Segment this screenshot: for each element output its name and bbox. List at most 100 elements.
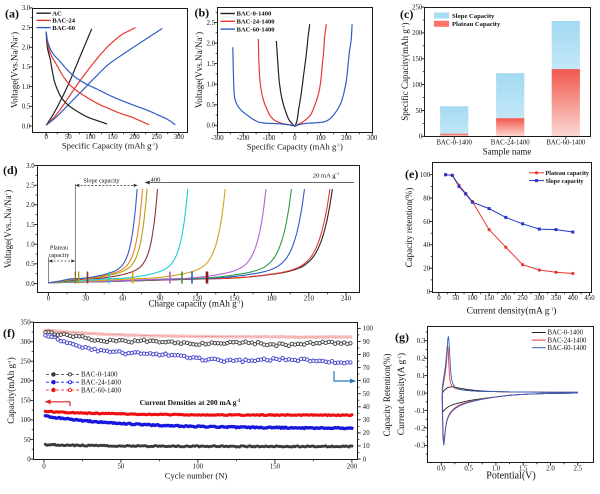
svg-text:2.5: 2.5 [574, 465, 583, 472]
svg-text:Voltage(Vvs..Na/Na+): Voltage(Vvs..Na/Na+) [3, 190, 13, 268]
svg-text:-300: -300 [211, 135, 224, 142]
svg-text:50: 50 [363, 391, 370, 398]
svg-text:300: 300 [174, 134, 185, 141]
svg-text:0: 0 [363, 456, 367, 463]
svg-text:150: 150 [229, 296, 240, 303]
svg-text:100: 100 [412, 82, 423, 89]
svg-text:2.0: 2.0 [207, 40, 216, 47]
svg-text:2.0: 2.0 [22, 45, 31, 52]
svg-text:0: 0 [44, 134, 48, 141]
svg-text:BAC-24-1400: BAC-24-1400 [237, 19, 276, 26]
svg-text:200: 200 [341, 135, 352, 142]
svg-text:50: 50 [452, 295, 459, 302]
svg-text:AC: AC [52, 10, 62, 17]
svg-text:BAC-24-1400: BAC-24-1400 [548, 337, 587, 344]
svg-text:210: 210 [304, 296, 315, 303]
svg-text:-100: -100 [263, 135, 276, 142]
svg-text:300: 300 [534, 295, 545, 302]
svg-text:1.5: 1.5 [519, 465, 528, 472]
svg-text:Slope Capacity: Slope Capacity [452, 13, 495, 20]
svg-text:BAC-60-1400: BAC-60-1400 [237, 26, 276, 33]
svg-text:0.0: 0.0 [22, 123, 31, 130]
svg-text:350: 350 [20, 319, 31, 326]
svg-text:100: 100 [193, 464, 204, 471]
svg-text:100: 100 [85, 134, 96, 141]
svg-text:BAC-0-1400: BAC-0-1400 [237, 11, 273, 18]
svg-text:Sample name: Sample name [483, 147, 532, 157]
svg-text:450: 450 [584, 295, 595, 302]
svg-text:100: 100 [420, 172, 431, 179]
svg-text:Specific Capacity(mAh g-1): Specific Capacity(mAh g-1) [400, 22, 410, 120]
svg-text:0.5: 0.5 [22, 104, 31, 111]
svg-text:0: 0 [427, 289, 431, 296]
svg-text:150: 150 [270, 464, 281, 471]
svg-text:40: 40 [363, 404, 370, 411]
svg-text:Slope capacity: Slope capacity [83, 178, 120, 185]
svg-text:0.0: 0.0 [26, 281, 35, 288]
svg-text:BAC-24-1400: BAC-24-1400 [491, 140, 530, 147]
svg-text:0.0: 0.0 [207, 123, 216, 130]
svg-text:90: 90 [363, 339, 370, 346]
svg-text:(e): (e) [405, 167, 418, 181]
svg-text:100: 100 [20, 417, 31, 424]
svg-text:Voltage(Vvs.Na/Na+): Voltage(Vvs.Na/Na+) [194, 32, 204, 108]
svg-text:350: 350 [551, 295, 562, 302]
svg-text:250: 250 [152, 134, 163, 141]
svg-text:1.5: 1.5 [26, 222, 35, 229]
svg-text:150: 150 [20, 398, 31, 405]
svg-text:150: 150 [107, 134, 118, 141]
svg-text:(d): (d) [3, 163, 18, 177]
svg-text:Slope capacity: Slope capacity [546, 178, 585, 185]
svg-text:-0.2: -0.2 [415, 425, 426, 432]
svg-text:50: 50 [118, 464, 125, 471]
svg-text:2.0: 2.0 [26, 202, 35, 209]
svg-text:200: 200 [20, 378, 31, 385]
svg-text:90: 90 [157, 296, 164, 303]
svg-text:capacity: capacity [49, 252, 71, 259]
svg-text:80: 80 [363, 352, 370, 359]
svg-text:Cycle number (N): Cycle number (N) [165, 471, 228, 481]
svg-text:0.1: 0.1 [417, 373, 426, 380]
svg-text:150: 150 [484, 295, 495, 302]
svg-text:60: 60 [119, 296, 126, 303]
svg-text:BAC-24-1400: BAC-24-1400 [81, 379, 122, 387]
svg-text:200: 200 [347, 464, 358, 471]
svg-text:Capacity Retention(%): Capacity Retention(%) [382, 354, 392, 437]
svg-text:1.0: 1.0 [22, 84, 31, 91]
svg-text:20: 20 [363, 430, 370, 437]
svg-text:Plateau capacity: Plateau capacity [546, 170, 590, 177]
svg-text:70: 70 [363, 365, 370, 372]
svg-text:Plateau: Plateau [50, 245, 68, 252]
svg-text:0.3: 0.3 [417, 338, 426, 345]
svg-text:BAC-0-1400: BAC-0-1400 [436, 140, 472, 147]
svg-text:0.0: 0.0 [417, 390, 426, 397]
svg-text:1.5: 1.5 [22, 64, 31, 71]
svg-text:2.5: 2.5 [207, 20, 216, 27]
svg-text:BAC-60-1400: BAC-60-1400 [546, 140, 585, 147]
svg-text:400: 400 [151, 176, 162, 183]
svg-text:3.0: 3.0 [22, 5, 31, 12]
svg-text:0: 0 [293, 135, 297, 142]
svg-text:100: 100 [363, 326, 374, 333]
svg-text:0: 0 [47, 296, 51, 303]
svg-text:200: 200 [412, 30, 423, 37]
svg-text:(b): (b) [195, 6, 210, 20]
svg-text:100: 100 [315, 135, 326, 142]
svg-text:(g): (g) [395, 330, 409, 344]
svg-text:250: 250 [517, 295, 528, 302]
svg-text:0: 0 [27, 456, 31, 463]
svg-text:1.0: 1.0 [207, 82, 216, 89]
svg-text:BAC-24: BAC-24 [52, 18, 75, 25]
svg-text:10: 10 [363, 443, 370, 450]
svg-text:Voltage(Vvs.Na/Na+): Voltage(Vvs.Na/Na+) [10, 32, 20, 108]
svg-text:30: 30 [363, 417, 370, 424]
svg-text:200: 200 [129, 134, 140, 141]
svg-text:(a): (a) [5, 7, 19, 21]
svg-text:-200: -200 [237, 135, 250, 142]
svg-text:Charge capacity (mAh g-1): Charge capacity (mAh g-1) [149, 299, 244, 309]
svg-text:0: 0 [437, 295, 441, 302]
svg-text:250: 250 [20, 359, 31, 366]
svg-text:Specific Capacity (mAh g-1): Specific Capacity (mAh g-1) [62, 140, 158, 150]
svg-text:0: 0 [42, 464, 46, 471]
svg-text:1.0: 1.0 [26, 241, 35, 248]
